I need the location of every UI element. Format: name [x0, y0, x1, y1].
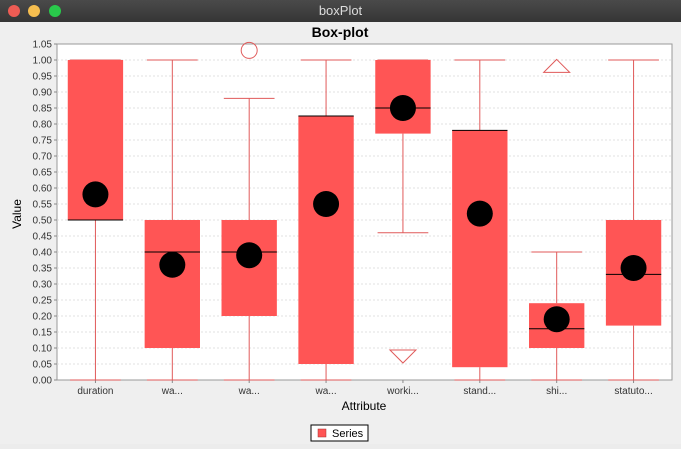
y-tick-label: 0.60 [33, 184, 53, 195]
y-tick-label: 0.25 [33, 296, 53, 307]
window-title: boxPlot [318, 3, 363, 18]
y-axis: 0.00 0.05 0.10 0.15 0.20 0.25 0.30 0.35 0.40 0.45… [33, 40, 57, 387]
x-tick-label: wa... [238, 386, 260, 397]
box-series [67, 41, 662, 381]
mean-marker [159, 251, 186, 278]
y-tick-label: 0.10 [33, 344, 53, 355]
mean-marker [236, 242, 263, 269]
legend: Series [310, 424, 369, 442]
y-tick-label: 0.65 [33, 168, 53, 179]
x-tick-label: wa... [315, 386, 337, 397]
mean-marker [313, 191, 340, 217]
box-group [221, 41, 277, 381]
x-tick-label: wa... [161, 386, 183, 397]
x-axis: duration wa... wa... wa... worki... stand... s… [77, 380, 653, 397]
y-tick-label: 0.35 [33, 264, 53, 275]
y-tick-label: 0.70 [33, 152, 53, 163]
x-tick-label: duration [77, 386, 113, 397]
chart-panel: Box-plot 0.00 0.05 0.10 0.15 0.20 0.25 0.30 0.3… [0, 22, 681, 444]
box-plot-chart: Box-plot 0.00 0.05 0.10 0.15 0.20 0.25 0.30 0.3… [10, 24, 673, 442]
mean-marker [466, 200, 493, 227]
box-group [67, 59, 124, 381]
box-iqr [144, 220, 200, 348]
x-tick-label: shi... [546, 386, 567, 397]
y-tick-label: 0.50 [33, 216, 53, 227]
legend-swatch [317, 428, 327, 438]
x-tick-label: worki... [386, 386, 419, 397]
y-tick-label: 0.15 [33, 328, 53, 339]
box-group [452, 59, 508, 381]
y-tick-label: 0.80 [33, 120, 53, 131]
box-iqr [298, 116, 354, 364]
y-tick-label: 0.95 [33, 72, 53, 83]
mean-marker [620, 255, 647, 281]
y-tick-label: 0.75 [33, 136, 53, 147]
x-tick-label: stand... [463, 386, 496, 397]
y-tick-label: 0.05 [33, 360, 53, 371]
outlier-triangle [388, 349, 418, 364]
y-tick-label: 0.55 [33, 200, 53, 211]
box-group [605, 59, 662, 381]
y-tick-label: 1.05 [33, 40, 53, 51]
title-bar: boxPlot [0, 0, 681, 22]
maximize-button[interactable] [49, 5, 61, 17]
mean-marker [389, 95, 416, 121]
y-tick-label: 0.20 [33, 312, 53, 323]
box-group [529, 58, 585, 381]
x-axis-label: Attribute [342, 399, 387, 413]
box-group [298, 59, 354, 381]
close-button[interactable] [8, 5, 20, 17]
y-tick-label: 0.45 [33, 232, 53, 243]
y-tick-label: 0.85 [33, 104, 53, 115]
y-tick-label: 0.40 [33, 248, 53, 259]
legend-label: Series [332, 428, 364, 440]
x-tick-label: statuto... [614, 386, 652, 397]
box-group [144, 59, 200, 381]
y-axis-label: Value [10, 199, 24, 229]
y-tick-label: 1.00 [33, 56, 53, 67]
outlier-circle [240, 41, 258, 59]
y-tick-label: 0.30 [33, 280, 53, 291]
chart-title: Box-plot [312, 24, 369, 40]
outlier-triangle [542, 58, 571, 73]
mean-marker [82, 181, 109, 208]
minimize-button[interactable] [28, 5, 40, 17]
mean-marker [543, 306, 570, 333]
box-group [375, 59, 431, 364]
box-iqr [452, 130, 508, 368]
y-tick-label: 0.00 [33, 376, 53, 387]
y-tick-label: 0.90 [33, 88, 53, 99]
